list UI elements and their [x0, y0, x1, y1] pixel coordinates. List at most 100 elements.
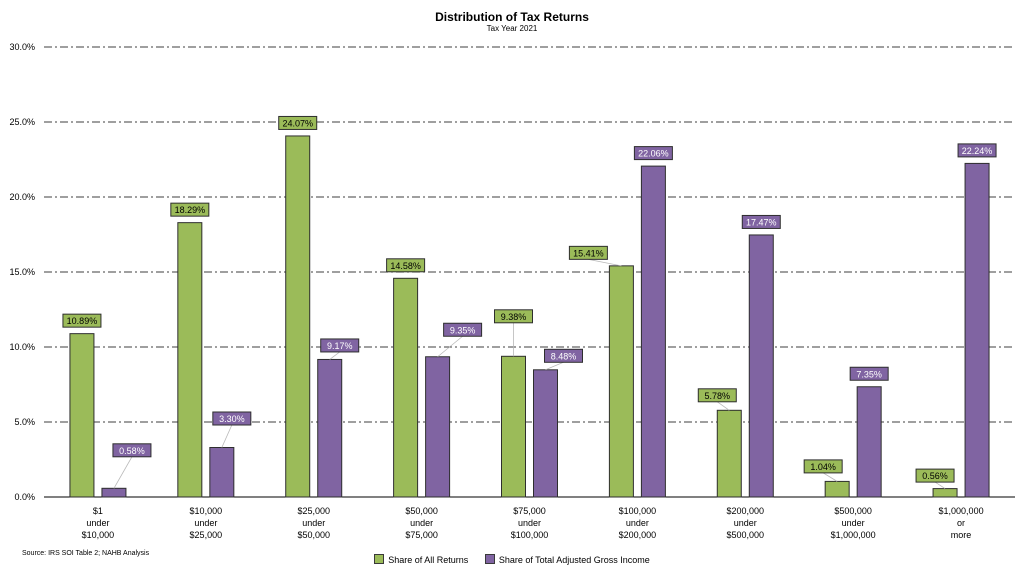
data-label: 7.35%: [856, 369, 882, 379]
data-label: 0.56%: [922, 471, 948, 481]
data-label: 10.89%: [67, 316, 98, 326]
data-label-box: [320, 338, 360, 353]
x-tick-label: under: [410, 518, 433, 528]
x-tick-label: under: [194, 518, 217, 528]
x-tick-label: under: [734, 518, 757, 528]
data-label: 22.06%: [638, 149, 669, 159]
chart-subtitle: Tax Year 2021: [486, 24, 538, 33]
y-tick-label: 25.0%: [9, 117, 35, 127]
y-tick-label: 5.0%: [14, 417, 35, 427]
data-label-box: [568, 245, 608, 260]
data-label-box: [697, 388, 737, 403]
data-label: 8.48%: [551, 351, 577, 361]
legend-item-returns: Share of All Returns: [374, 554, 468, 565]
x-tick-label: $75,000: [405, 530, 438, 540]
bar-agi: [964, 162, 990, 498]
x-tick-label: $1,000,000: [831, 530, 876, 540]
data-label-box: [494, 309, 533, 324]
data-label-box: [278, 115, 318, 130]
bar-returns: [177, 222, 203, 498]
bar-agi: [533, 369, 558, 498]
x-tick-label: $500,000: [727, 530, 765, 540]
bar-agi: [317, 358, 343, 498]
data-label: 24.07%: [282, 118, 313, 128]
bar-returns: [932, 488, 958, 498]
label-leader-line: [822, 472, 838, 482]
legend-label-returns: Share of All Returns: [388, 555, 469, 565]
data-label-box: [62, 313, 102, 328]
bar-returns: [393, 277, 419, 498]
label-leader-line: [329, 351, 340, 360]
bar-returns: [501, 355, 526, 498]
data-label-box: [633, 146, 673, 161]
y-tick-label: 15.0%: [9, 267, 35, 277]
x-tick-label: under: [302, 518, 325, 528]
data-label-box: [957, 143, 997, 158]
legend-item-agi: Share of Total Adjusted Gross Income: [484, 554, 650, 565]
legend: Share of All Returns Share of Total Adju…: [0, 554, 1024, 565]
y-tick-label: 20.0%: [9, 192, 35, 202]
data-label-box: [112, 443, 152, 458]
data-label: 17.47%: [746, 217, 777, 227]
data-label: 9.38%: [501, 312, 527, 322]
bar-agi: [209, 447, 235, 498]
data-label-box: [849, 366, 889, 381]
label-leader-line: [545, 361, 564, 371]
x-tick-label: or: [957, 518, 965, 528]
data-label: 9.17%: [327, 341, 353, 351]
source-note: Source: IRS SOI Table 2; NAHB Analysis: [22, 550, 150, 557]
x-tick-label: $100,000: [619, 506, 657, 516]
x-tick-label: under: [86, 518, 109, 528]
bar-agi: [640, 165, 666, 498]
data-label: 3.30%: [219, 414, 245, 424]
bar-returns: [716, 409, 742, 498]
data-label-box: [544, 348, 583, 363]
x-tick-label: $50,000: [297, 530, 330, 540]
bar-agi: [748, 234, 774, 498]
legend-swatch-returns: [374, 554, 385, 564]
data-label-box: [170, 202, 210, 217]
data-label-box: [386, 258, 426, 273]
bar-returns: [285, 135, 311, 498]
label-leader-line: [437, 335, 463, 358]
x-tick-label: $1: [93, 506, 103, 516]
label-leader-line: [221, 424, 233, 448]
bar-returns: [824, 480, 850, 498]
data-label: 22.24%: [962, 146, 993, 156]
y-tick-label: 30.0%: [9, 42, 35, 52]
label-leader-line: [934, 481, 946, 489]
x-tick-label: $200,000: [727, 506, 765, 516]
y-tick-label: 10.0%: [9, 342, 35, 352]
bar-returns: [608, 265, 634, 498]
data-label-box: [741, 214, 781, 229]
x-tick-label: under: [626, 518, 649, 528]
data-label: 18.29%: [175, 205, 206, 215]
x-tick-label: $50,000: [405, 506, 438, 516]
label-leader-line: [588, 258, 622, 267]
x-tick-label: $500,000: [834, 506, 872, 516]
data-label: 1.04%: [810, 462, 836, 472]
bar-returns: [69, 333, 95, 498]
data-label: 15.41%: [573, 248, 604, 258]
x-tick-label: $75,000: [513, 506, 546, 516]
data-label: 5.78%: [705, 391, 731, 401]
legend-label-agi: Share of Total Adjusted Gross Income: [498, 555, 650, 565]
data-label: 14.58%: [390, 261, 421, 271]
data-label-box: [443, 322, 483, 337]
x-tick-label: $200,000: [619, 530, 657, 540]
x-tick-label: $25,000: [297, 506, 330, 516]
data-label-box: [803, 459, 843, 474]
bar-agi: [425, 356, 451, 498]
label-leader-line: [717, 401, 730, 411]
data-label: 0.58%: [119, 446, 145, 456]
data-label-box: [915, 468, 955, 483]
bar-agi: [856, 386, 882, 498]
data-label: 9.35%: [450, 325, 476, 335]
x-tick-label: more: [951, 530, 972, 540]
data-label-box: [212, 411, 252, 426]
legend-swatch-agi: [484, 554, 495, 564]
x-tick-label: $10,000: [190, 506, 223, 516]
bar-agi: [101, 487, 127, 498]
x-tick-label: $100,000: [511, 530, 549, 540]
